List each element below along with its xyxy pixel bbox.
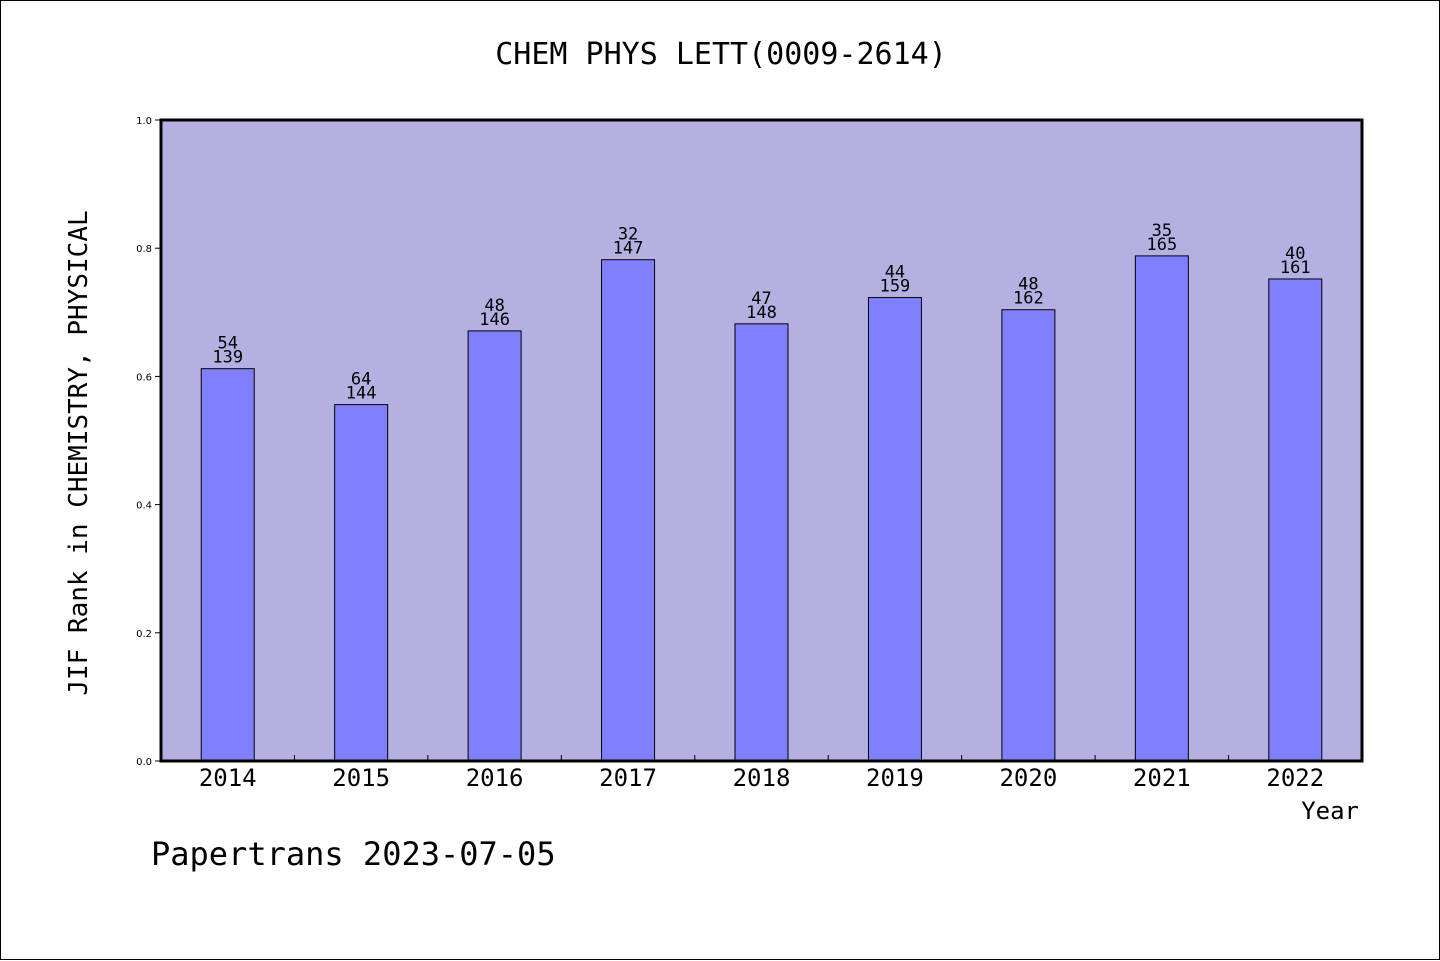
bar-total-label: 144 bbox=[346, 384, 377, 404]
y-tick-label: 1.0 bbox=[136, 116, 152, 127]
bar-rank-label: 32 bbox=[618, 225, 638, 245]
bar-rank-label: 44 bbox=[885, 263, 905, 283]
x-tick-label: 2016 bbox=[466, 764, 524, 792]
y-tick-label: 0.0 bbox=[136, 757, 152, 768]
bar-rank-label: 35 bbox=[1152, 221, 1172, 241]
bar-total-label: 165 bbox=[1146, 235, 1177, 255]
x-tick-label: 2018 bbox=[733, 764, 791, 792]
x-tick-label: 2019 bbox=[866, 764, 924, 792]
bar-rank-label: 40 bbox=[1285, 244, 1305, 264]
y-tick-label: 0.8 bbox=[136, 244, 152, 255]
bar-2020 bbox=[1001, 309, 1056, 762]
bar-2017 bbox=[601, 259, 656, 762]
bar-rank-label: 47 bbox=[751, 289, 771, 309]
bar-rank-label: 48 bbox=[1018, 275, 1038, 295]
x-tick-label: 2021 bbox=[1133, 764, 1191, 792]
bar-rank-label: 48 bbox=[484, 296, 504, 316]
x-axis-label: Year bbox=[1301, 797, 1359, 825]
plot-border bbox=[159, 118, 1364, 763]
bar-total-label: 161 bbox=[1280, 258, 1311, 278]
bar-total-label: 139 bbox=[212, 348, 243, 368]
y-tick-label: 0.4 bbox=[136, 501, 152, 512]
bar-total-label: 159 bbox=[880, 277, 911, 297]
x-tick-label: 2014 bbox=[199, 764, 257, 792]
footer-watermark: Papertrans 2023-07-05 bbox=[151, 835, 556, 873]
bar-2014 bbox=[200, 368, 255, 762]
bar-2015 bbox=[334, 404, 389, 762]
x-tick-label: 2020 bbox=[999, 764, 1057, 792]
y-tick-label: 0.6 bbox=[136, 372, 152, 383]
bar-total-label: 148 bbox=[746, 303, 777, 323]
bar-2016 bbox=[467, 330, 522, 762]
bar-rank-label: 54 bbox=[217, 334, 237, 354]
bar-rank-label: 64 bbox=[351, 370, 371, 390]
x-tick-label: 2015 bbox=[332, 764, 390, 792]
chart-title: CHEM PHYS LETT(0009-2614) bbox=[495, 37, 947, 72]
bar-2018 bbox=[734, 323, 789, 762]
y-tick-label: 0.2 bbox=[136, 629, 152, 640]
bar-total-label: 162 bbox=[1013, 289, 1044, 309]
bar-total-label: 147 bbox=[613, 239, 644, 259]
bar-total-label: 146 bbox=[479, 310, 510, 330]
bar-2019 bbox=[867, 297, 922, 762]
x-tick-label: 2017 bbox=[599, 764, 657, 792]
x-tick-label: 2022 bbox=[1266, 764, 1324, 792]
bar-2021 bbox=[1134, 255, 1189, 762]
bar-2022 bbox=[1268, 278, 1323, 762]
